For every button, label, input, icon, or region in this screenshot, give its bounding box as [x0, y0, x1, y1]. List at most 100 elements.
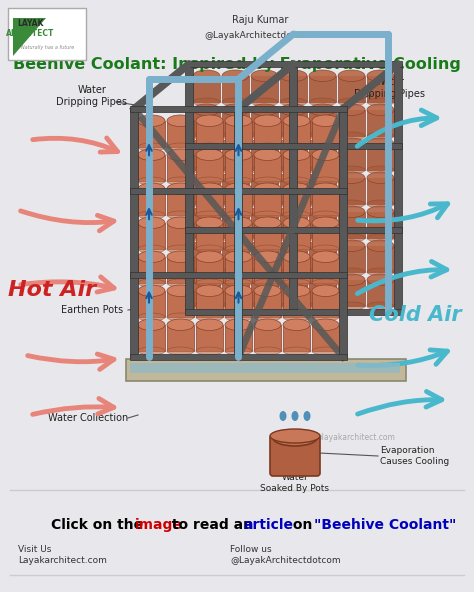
- Ellipse shape: [309, 268, 336, 276]
- Ellipse shape: [309, 70, 336, 82]
- Ellipse shape: [138, 149, 165, 160]
- Bar: [130, 272, 347, 278]
- Bar: [338, 144, 365, 170]
- Bar: [130, 363, 400, 373]
- Text: Naturally has a future: Naturally has a future: [21, 46, 74, 50]
- Ellipse shape: [312, 115, 339, 127]
- Bar: [130, 109, 138, 357]
- Bar: [167, 223, 194, 249]
- Ellipse shape: [251, 200, 278, 208]
- Bar: [235, 109, 243, 357]
- Ellipse shape: [222, 166, 249, 174]
- Ellipse shape: [193, 166, 220, 174]
- Bar: [185, 143, 402, 149]
- Bar: [251, 178, 278, 204]
- Ellipse shape: [280, 411, 286, 421]
- Ellipse shape: [138, 245, 165, 253]
- Ellipse shape: [338, 172, 365, 184]
- Bar: [309, 76, 336, 102]
- Ellipse shape: [309, 132, 336, 140]
- Ellipse shape: [367, 166, 394, 174]
- Text: Click on the: Click on the: [51, 518, 148, 532]
- Ellipse shape: [251, 70, 278, 82]
- Bar: [254, 291, 281, 317]
- Ellipse shape: [254, 245, 281, 253]
- Ellipse shape: [280, 166, 307, 174]
- Ellipse shape: [251, 166, 278, 174]
- Ellipse shape: [309, 302, 336, 310]
- Ellipse shape: [283, 177, 310, 185]
- Ellipse shape: [338, 166, 365, 174]
- Bar: [280, 76, 307, 102]
- Bar: [193, 178, 220, 204]
- Bar: [130, 106, 347, 112]
- Bar: [367, 76, 394, 102]
- Ellipse shape: [338, 138, 365, 150]
- Text: Follow us
@LayakArchitectdotcom: Follow us @LayakArchitectdotcom: [230, 545, 341, 565]
- Ellipse shape: [196, 211, 223, 219]
- Bar: [225, 223, 252, 249]
- Ellipse shape: [280, 268, 307, 276]
- Ellipse shape: [312, 251, 339, 262]
- Ellipse shape: [367, 302, 394, 310]
- Ellipse shape: [312, 149, 339, 160]
- Bar: [138, 325, 165, 351]
- Bar: [225, 189, 252, 215]
- Ellipse shape: [222, 172, 249, 184]
- Ellipse shape: [167, 251, 194, 262]
- Ellipse shape: [138, 279, 165, 287]
- Bar: [367, 280, 394, 306]
- Ellipse shape: [225, 115, 252, 127]
- Ellipse shape: [338, 98, 365, 106]
- Bar: [309, 178, 336, 204]
- Bar: [338, 246, 365, 272]
- Bar: [283, 325, 310, 351]
- Ellipse shape: [193, 274, 220, 285]
- Ellipse shape: [283, 319, 310, 330]
- Ellipse shape: [193, 240, 220, 252]
- Ellipse shape: [280, 200, 307, 208]
- Ellipse shape: [167, 115, 194, 127]
- Text: Earthen Pots: Earthen Pots: [61, 305, 123, 315]
- Ellipse shape: [251, 274, 278, 285]
- Ellipse shape: [254, 183, 281, 195]
- Bar: [167, 291, 194, 317]
- Bar: [126, 359, 406, 381]
- Bar: [196, 291, 223, 317]
- Bar: [283, 223, 310, 249]
- Ellipse shape: [138, 183, 165, 195]
- Ellipse shape: [225, 251, 252, 262]
- Ellipse shape: [167, 183, 194, 195]
- Ellipse shape: [309, 104, 336, 115]
- Ellipse shape: [280, 138, 307, 150]
- Ellipse shape: [196, 143, 223, 151]
- Ellipse shape: [193, 104, 220, 115]
- Ellipse shape: [167, 245, 194, 253]
- Text: Cold Air: Cold Air: [369, 305, 461, 325]
- Bar: [290, 64, 298, 312]
- Ellipse shape: [251, 302, 278, 310]
- Bar: [138, 189, 165, 215]
- Ellipse shape: [251, 132, 278, 140]
- Ellipse shape: [193, 138, 220, 150]
- Ellipse shape: [254, 177, 281, 185]
- Ellipse shape: [309, 206, 336, 217]
- Ellipse shape: [273, 430, 317, 446]
- Ellipse shape: [222, 98, 249, 106]
- Ellipse shape: [196, 285, 223, 297]
- Ellipse shape: [138, 251, 165, 262]
- Text: Water
Dripping Pipes: Water Dripping Pipes: [355, 77, 426, 99]
- Bar: [225, 325, 252, 351]
- Bar: [225, 291, 252, 317]
- Ellipse shape: [312, 211, 339, 219]
- Ellipse shape: [196, 313, 223, 321]
- Bar: [222, 110, 249, 136]
- Bar: [167, 257, 194, 283]
- Bar: [367, 246, 394, 272]
- Bar: [138, 223, 165, 249]
- Ellipse shape: [280, 172, 307, 184]
- Bar: [185, 61, 402, 67]
- Ellipse shape: [280, 98, 307, 106]
- Text: @LayakArchitectdotcom: @LayakArchitectdotcom: [205, 31, 315, 40]
- Ellipse shape: [254, 217, 281, 229]
